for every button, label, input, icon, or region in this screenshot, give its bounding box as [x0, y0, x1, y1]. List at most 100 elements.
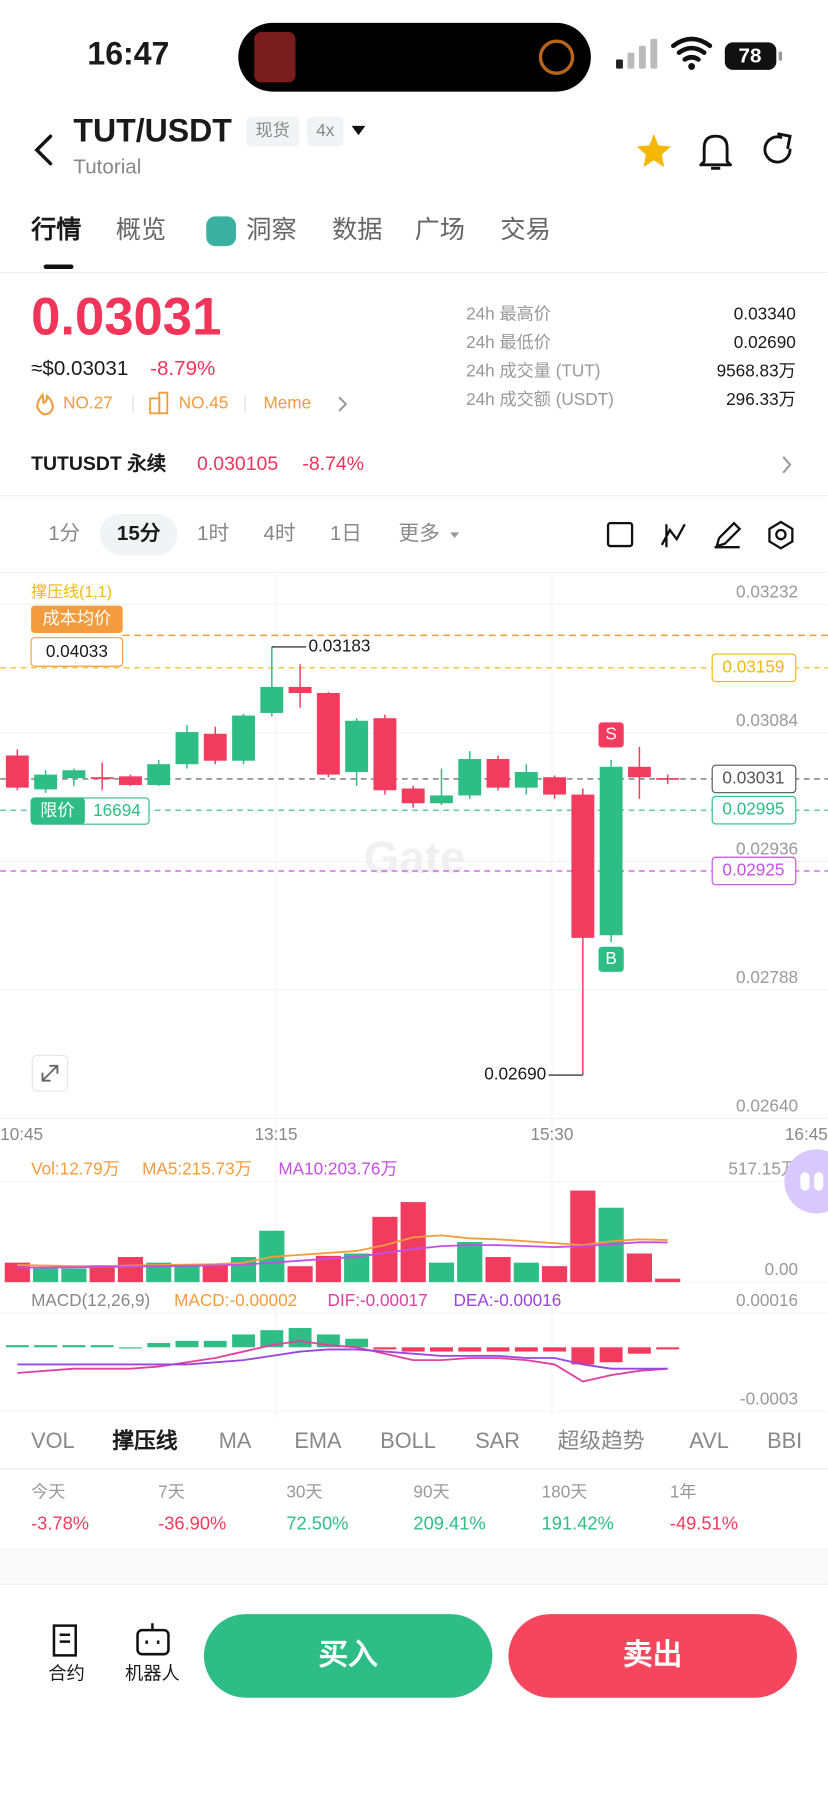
period-change: -36.90%	[158, 1513, 226, 1534]
candle-body	[599, 766, 623, 936]
candle-body	[288, 686, 312, 693]
robot-face	[145, 1623, 160, 1644]
period-label: 180天	[542, 1481, 588, 1501]
candle-body	[514, 772, 538, 788]
indicator-tab[interactable]: VOL	[31, 1428, 75, 1453]
gain-rank: NO.45	[179, 393, 229, 413]
tool-layout[interactable]	[606, 522, 634, 548]
robot-icon[interactable]	[136, 1628, 170, 1656]
ai-icon	[206, 216, 236, 247]
buy-button[interactable]	[203, 1614, 493, 1698]
x-tick-label: 10:45	[0, 1124, 43, 1144]
tab[interactable]: 广场	[415, 216, 465, 244]
indicator-tab[interactable]: 超级趋势	[558, 1428, 645, 1453]
indicator-tab[interactable]: MA	[219, 1428, 252, 1453]
pair-title: TUT/USDT	[73, 112, 232, 148]
macd-bar	[147, 1343, 171, 1348]
period-label: 90天	[413, 1481, 449, 1501]
meme-tag[interactable]: Meme	[263, 393, 311, 413]
tab[interactable]: 数据	[332, 216, 382, 244]
contract-label[interactable]: 合约	[48, 1663, 85, 1684]
tab[interactable]: 行情	[30, 216, 81, 244]
candle-body	[316, 692, 340, 775]
candle-body	[118, 776, 142, 786]
ma10-line	[17, 1241, 668, 1269]
sell-marker	[598, 722, 624, 748]
limit-tag	[31, 797, 85, 825]
x-tick-label: 16:45	[785, 1124, 828, 1144]
share-button[interactable]	[763, 132, 792, 164]
sell-button[interactable]	[508, 1614, 797, 1698]
cost-box	[31, 605, 123, 634]
tab[interactable]: 交易	[500, 216, 550, 244]
sell-label: 卖出	[623, 1638, 683, 1671]
interval[interactable]: 更多	[399, 522, 440, 545]
price-change: -8.79%	[150, 357, 215, 380]
interval[interactable]: 15分	[117, 522, 161, 545]
indicator-tab[interactable]: BOLL	[380, 1428, 436, 1453]
stat-label: 24h 最低价	[466, 332, 551, 352]
pair-dropdown[interactable]	[351, 125, 366, 136]
macd-tick-label: 0.00016	[736, 1290, 798, 1310]
battery	[724, 42, 777, 70]
alert-bell[interactable]	[699, 134, 732, 170]
indicator-tab[interactable]: BBI	[767, 1428, 802, 1453]
tab[interactable]: 洞察	[246, 216, 296, 244]
pair-subtitle: Tutorial	[73, 156, 141, 179]
interval[interactable]: 1时	[197, 522, 229, 545]
max-label: 0.03183	[308, 636, 370, 656]
indicator-tab[interactable]: 撑压线	[112, 1428, 177, 1453]
chevron	[338, 396, 348, 412]
candle-body	[90, 777, 114, 779]
interval[interactable]: 1分	[48, 522, 80, 545]
buy-marker-text: B	[605, 948, 616, 968]
candle-body	[656, 778, 680, 780]
interval[interactable]: 1日	[330, 522, 362, 545]
tool-indicator[interactable]	[660, 523, 686, 548]
market-tag	[246, 116, 299, 147]
indicator-tab[interactable]: AVL	[689, 1428, 729, 1453]
macd-bar	[458, 1347, 482, 1352]
level-box	[711, 795, 797, 825]
contract-icon[interactable]	[52, 1624, 77, 1657]
volume-bar	[570, 1190, 596, 1283]
tab[interactable]: 概览	[116, 216, 166, 244]
indicator-tab[interactable]: SAR	[475, 1428, 520, 1453]
tool-settings[interactable]	[768, 520, 794, 550]
back-button[interactable]	[34, 134, 53, 166]
volume-label: MA5:215.73万	[142, 1158, 252, 1178]
perp-name[interactable]: TUTUSDT 永续	[31, 452, 167, 475]
indicator-tab[interactable]: EMA	[294, 1428, 342, 1453]
volume-bar	[61, 1268, 87, 1283]
macd-bar	[486, 1347, 510, 1352]
macd-bar	[656, 1347, 680, 1350]
y-tick-label: 0.02788	[736, 967, 798, 987]
candle-body	[543, 777, 567, 795]
macd-bar	[543, 1347, 567, 1352]
spacer	[0, 1547, 828, 1585]
watermark: Gate	[364, 832, 466, 883]
macd-bar	[62, 1345, 86, 1348]
stat-label: 24h 成交额 (USDT)	[466, 389, 614, 409]
more-dropdown[interactable]	[450, 532, 460, 539]
level-box	[711, 764, 797, 794]
macd-bar	[203, 1340, 227, 1348]
robot-label[interactable]: 机器人	[125, 1663, 180, 1684]
x-tick-label: 13:15	[255, 1124, 298, 1144]
level-label: 0.02925	[722, 860, 784, 880]
volume-bar	[513, 1262, 539, 1283]
interval[interactable]: 4时	[263, 522, 295, 545]
tool-draw[interactable]	[714, 521, 742, 549]
candle-body	[401, 788, 425, 804]
gain-icon-bar	[158, 391, 169, 415]
candle-body	[486, 758, 510, 788]
y-tick-label: 0.02936	[736, 839, 798, 859]
ma5-line	[17, 1234, 668, 1268]
volume-bar	[89, 1265, 115, 1283]
volume-bar	[626, 1253, 652, 1283]
macd-bar	[345, 1338, 369, 1348]
level-box	[711, 856, 797, 886]
favorite-star[interactable]	[636, 133, 672, 168]
macd-bar	[260, 1330, 284, 1348]
